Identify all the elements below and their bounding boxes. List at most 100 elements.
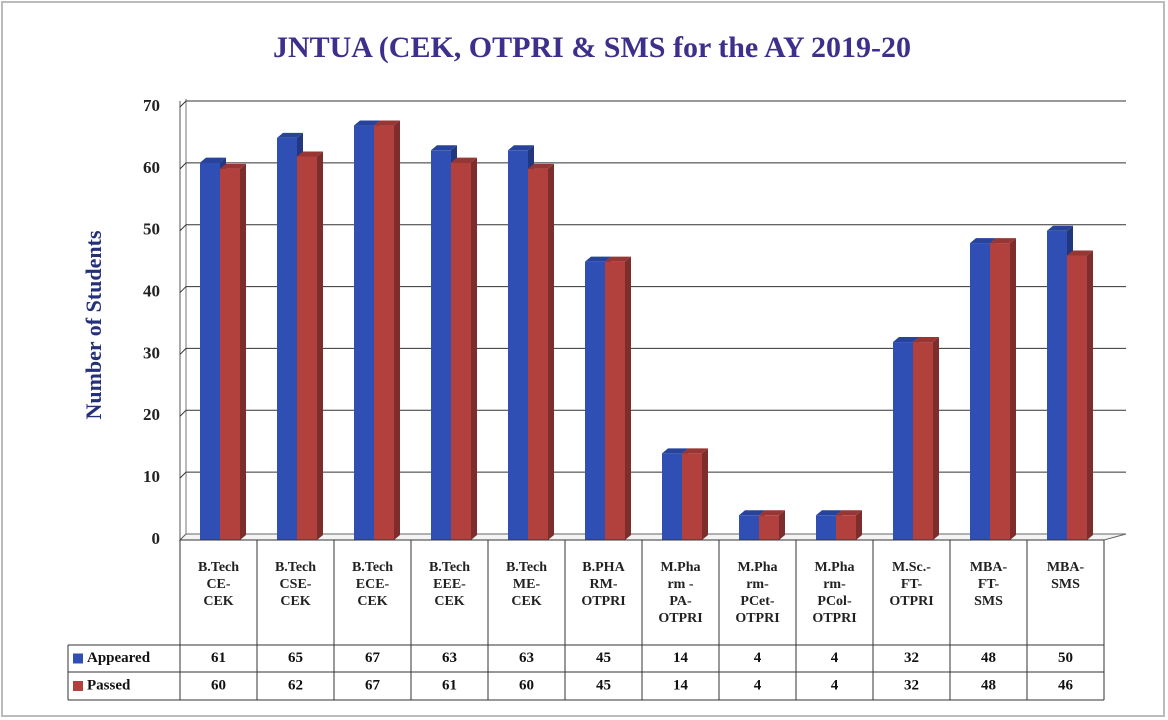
table-value: 14 [673,677,689,693]
x-tick-label: OTPRI [581,594,625,609]
y-tick-label: 60 [143,158,160,177]
y-tick-label: 50 [143,220,160,239]
legend-swatch [73,681,83,691]
table-value: 61 [442,677,457,693]
bar-front [508,150,528,541]
bar [528,163,554,540]
x-tick-label: RM- [590,577,618,592]
x-tick-label: M.Pha [814,560,854,575]
bar [836,510,862,540]
bar-side [856,510,862,540]
bar-side [625,256,631,540]
bar-top [970,238,996,244]
x-tick-label: rm- [746,577,769,592]
y-tick-label: 70 [143,96,160,115]
table-value: 60 [519,677,534,693]
x-tick-label: FT- [978,577,1000,592]
bar-top [1067,250,1093,256]
bar-top [220,163,246,169]
bar-top [297,151,323,157]
x-tick-label: CEK [511,594,541,609]
bar-front [970,243,990,541]
bar-side [779,510,785,540]
table-value: 61 [211,650,226,666]
bar-top [816,510,842,516]
legend-swatch [73,653,83,664]
x-tick-label: ECE- [356,577,390,592]
x-tick-label: ME- [513,577,541,592]
bar-top [200,157,226,163]
bar [220,163,246,540]
table-value: 32 [904,677,919,693]
bar-side [394,120,400,541]
grid-line [179,471,1126,479]
bar-top [990,238,1016,244]
table-value: 4 [754,677,762,693]
bar-side [1087,250,1093,540]
bar-top [893,337,919,343]
table-value: 46 [1058,677,1074,693]
bar [990,238,1016,541]
bar-front [528,168,548,540]
x-tick-label: CEK [357,594,387,609]
x-tick-label: OTPRI [812,611,856,626]
bar-top [682,448,708,454]
table-value: 4 [831,677,839,693]
bar-front [605,261,625,540]
x-tick-label: OTPRI [735,611,779,626]
bar-front [354,125,374,541]
x-tick-label: CEK [203,594,233,609]
bar-top [605,256,631,262]
table-value: 63 [442,650,457,666]
x-tick-label: B.Tech [275,560,316,575]
bar-top [508,145,534,151]
bar-front [277,137,297,540]
x-tick-label: B.PHA [582,560,625,575]
x-tick-label: B.Tech [198,560,239,575]
bar-front [913,342,933,540]
bar-side [702,448,708,540]
y-tick-label: 0 [152,529,161,548]
grid-line [179,100,1126,108]
table-value: 14 [673,650,689,666]
bar-top [836,510,862,516]
y-tick-label: 30 [143,343,160,362]
legend-label: Passed [87,677,131,693]
x-tick-label: M.Sc.- [892,560,931,575]
bar-side [933,337,939,540]
x-tick-label: SMS [1051,577,1080,592]
grid-line [179,409,1126,417]
x-tick-label: SMS [974,594,1003,609]
bar-top [759,510,785,516]
bar-top [431,145,457,151]
x-tick-label: EEE- [433,577,466,592]
bar-top [277,132,303,138]
bar [682,448,708,540]
bar-top [662,448,688,454]
bar-top [354,120,380,126]
x-tick-label: B.Tech [352,560,393,575]
grid-line [179,224,1126,232]
bar-front [220,168,240,540]
table-value: 48 [981,677,996,693]
x-tick-label: CEK [280,594,310,609]
x-tick-label: rm - [667,577,693,592]
bar-top [528,163,554,169]
table-value: 63 [519,650,534,666]
x-tick-label: MBA- [1047,560,1085,575]
bar-front [451,162,471,540]
bar [451,157,477,540]
bar-front [374,125,394,541]
x-tick-label: M.Pha [737,560,777,575]
table-value: 32 [904,650,919,666]
x-tick-label: B.Tech [506,560,547,575]
table-value: 48 [981,650,996,666]
x-tick-label: PCet- [740,594,775,609]
legend-label: Appeared [87,650,151,666]
y-tick-label: 40 [143,281,160,300]
grid-line [179,162,1126,170]
x-tick-label: M.Pha [660,560,700,575]
bar-front [1047,230,1067,540]
bar-top [913,337,939,343]
bar-front [200,162,220,540]
